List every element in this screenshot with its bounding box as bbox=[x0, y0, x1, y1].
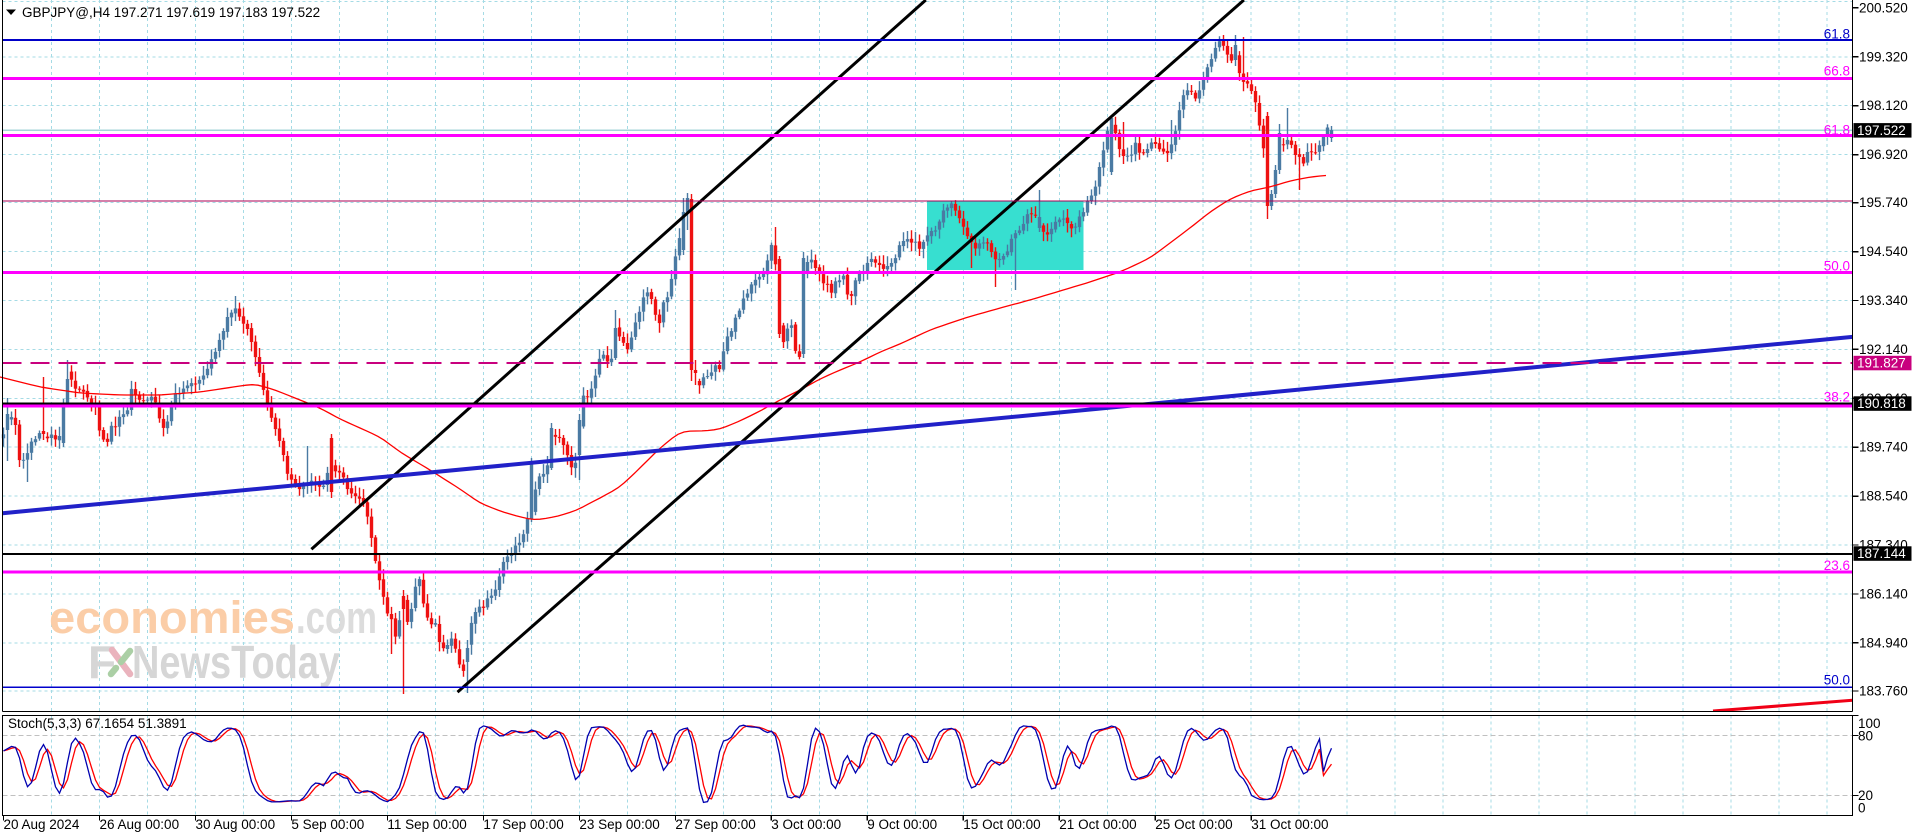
svg-text:23 Sep 00:00: 23 Sep 00:00 bbox=[579, 817, 659, 832]
svg-text:61.8: 61.8 bbox=[1824, 27, 1850, 42]
svg-text:200.520: 200.520 bbox=[1859, 0, 1908, 15]
svg-text:198.120: 198.120 bbox=[1859, 98, 1908, 113]
svg-text:20: 20 bbox=[1858, 788, 1873, 803]
svg-text:192.140: 192.140 bbox=[1859, 342, 1908, 357]
svg-text:195.740: 195.740 bbox=[1859, 195, 1908, 210]
svg-text:196.920: 196.920 bbox=[1859, 147, 1908, 162]
svg-text:80: 80 bbox=[1858, 729, 1873, 744]
svg-text:50.0: 50.0 bbox=[1824, 673, 1850, 688]
svg-text:5 Sep 00:00: 5 Sep 00:00 bbox=[291, 817, 364, 832]
svg-text:26 Aug 00:00: 26 Aug 00:00 bbox=[100, 817, 180, 832]
svg-text:30 Aug 00:00: 30 Aug 00:00 bbox=[196, 817, 276, 832]
svg-text:186.140: 186.140 bbox=[1859, 587, 1908, 602]
svg-text:194.540: 194.540 bbox=[1859, 244, 1908, 259]
svg-text:3 Oct 00:00: 3 Oct 00:00 bbox=[771, 817, 841, 832]
svg-text:184.940: 184.940 bbox=[1859, 635, 1908, 650]
svg-text:Stoch(5,3,3) 67.1654 51.3891: Stoch(5,3,3) 67.1654 51.3891 bbox=[8, 716, 187, 731]
svg-text:GBPJPY@,H4 197.271 197.619 19: GBPJPY@,H4 197.271 197.619 197.183 197.5… bbox=[22, 5, 320, 20]
svg-text:188.540: 188.540 bbox=[1859, 489, 1908, 504]
svg-text:193.340: 193.340 bbox=[1859, 293, 1908, 308]
svg-text:20 Aug 2024: 20 Aug 2024 bbox=[4, 817, 80, 832]
svg-text:189.740: 189.740 bbox=[1859, 440, 1908, 455]
svg-text:38.2: 38.2 bbox=[1824, 390, 1850, 405]
svg-text:23.6: 23.6 bbox=[1824, 558, 1850, 573]
svg-text:100: 100 bbox=[1858, 716, 1881, 731]
svg-text:31 Oct 00:00: 31 Oct 00:00 bbox=[1251, 817, 1328, 832]
svg-text:17 Sep 00:00: 17 Sep 00:00 bbox=[483, 817, 563, 832]
svg-text:190.818: 190.818 bbox=[1857, 396, 1906, 411]
svg-text:21 Oct 00:00: 21 Oct 00:00 bbox=[1059, 817, 1136, 832]
svg-text:27 Sep 00:00: 27 Sep 00:00 bbox=[675, 817, 755, 832]
svg-text:.com: .com bbox=[296, 592, 377, 643]
svg-text:183.760: 183.760 bbox=[1859, 684, 1908, 699]
svg-text:61.8: 61.8 bbox=[1824, 123, 1850, 138]
svg-text:NewsToday: NewsToday bbox=[132, 636, 340, 688]
svg-text:25 Oct 00:00: 25 Oct 00:00 bbox=[1155, 817, 1232, 832]
svg-text:0: 0 bbox=[1858, 801, 1866, 816]
svg-text:66.8: 66.8 bbox=[1824, 64, 1850, 79]
svg-text:197.522: 197.522 bbox=[1857, 123, 1906, 138]
svg-text:50.0: 50.0 bbox=[1824, 259, 1850, 274]
svg-text:F: F bbox=[88, 636, 116, 688]
svg-text:15 Oct 00:00: 15 Oct 00:00 bbox=[963, 817, 1040, 832]
svg-text:191.827: 191.827 bbox=[1857, 356, 1906, 371]
svg-text:187.144: 187.144 bbox=[1857, 546, 1906, 561]
svg-text:9 Oct 00:00: 9 Oct 00:00 bbox=[867, 817, 937, 832]
svg-text:11 Sep 00:00: 11 Sep 00:00 bbox=[387, 817, 466, 832]
svg-text:economies: economies bbox=[49, 592, 295, 643]
svg-text:199.320: 199.320 bbox=[1859, 49, 1908, 64]
